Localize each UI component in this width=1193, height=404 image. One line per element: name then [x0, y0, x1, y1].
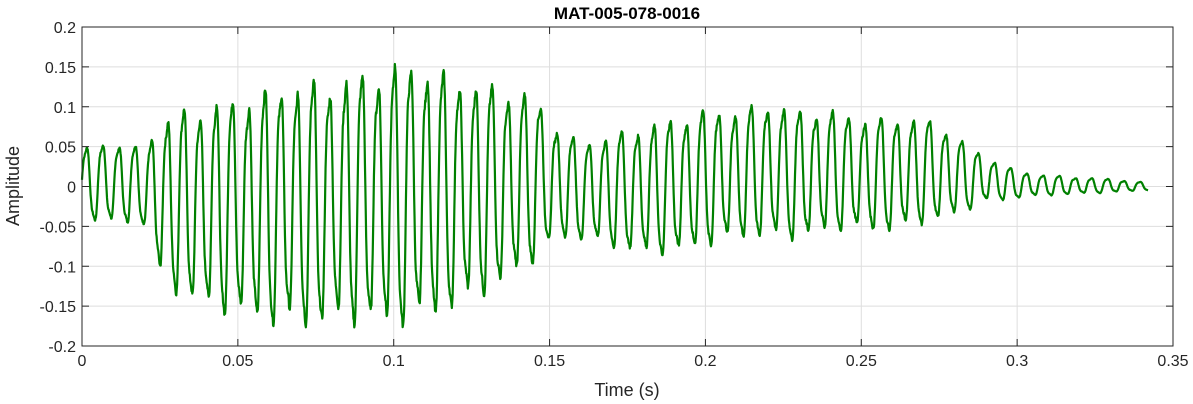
x-tick-label: 0.3: [1006, 353, 1028, 370]
ticks: [81, 26, 1174, 347]
series-line: [80, 62, 1149, 329]
x-tick-label: 0.2: [694, 353, 716, 370]
chart-title: MAT-005-078-0016: [554, 4, 700, 23]
y-tick-label: 0.1: [54, 100, 76, 117]
y-tick-label: -0.2: [48, 339, 76, 356]
y-tick-label: -0.1: [48, 259, 76, 276]
x-tick-label: 0.1: [383, 353, 405, 370]
x-tick-label: 0.35: [1157, 353, 1188, 370]
tick-labels: 0 0.05 0.1 0.15 0.2 0.25 0.3 0.35 -0.2 -0.15 -0.1 -…: [40, 20, 1189, 370]
x-axis-title: Time (s): [594, 380, 659, 400]
x-tick-label: 0.05: [222, 353, 253, 370]
y-tick-label: -0.15: [40, 299, 77, 316]
x-tick-label: 0: [78, 353, 87, 370]
y-tick-label: 0.2: [54, 20, 76, 37]
x-tick-label: 0.25: [846, 353, 877, 370]
y-tick-label: 0.15: [45, 60, 76, 77]
series-layer: [80, 62, 1149, 329]
y-tick-label: 0.05: [45, 140, 76, 157]
y-tick-label: -0.05: [40, 219, 77, 236]
x-tick-label: 0.15: [534, 353, 565, 370]
y-axis-title: Amplitude: [3, 146, 23, 226]
y-tick-label: 0: [67, 180, 76, 197]
